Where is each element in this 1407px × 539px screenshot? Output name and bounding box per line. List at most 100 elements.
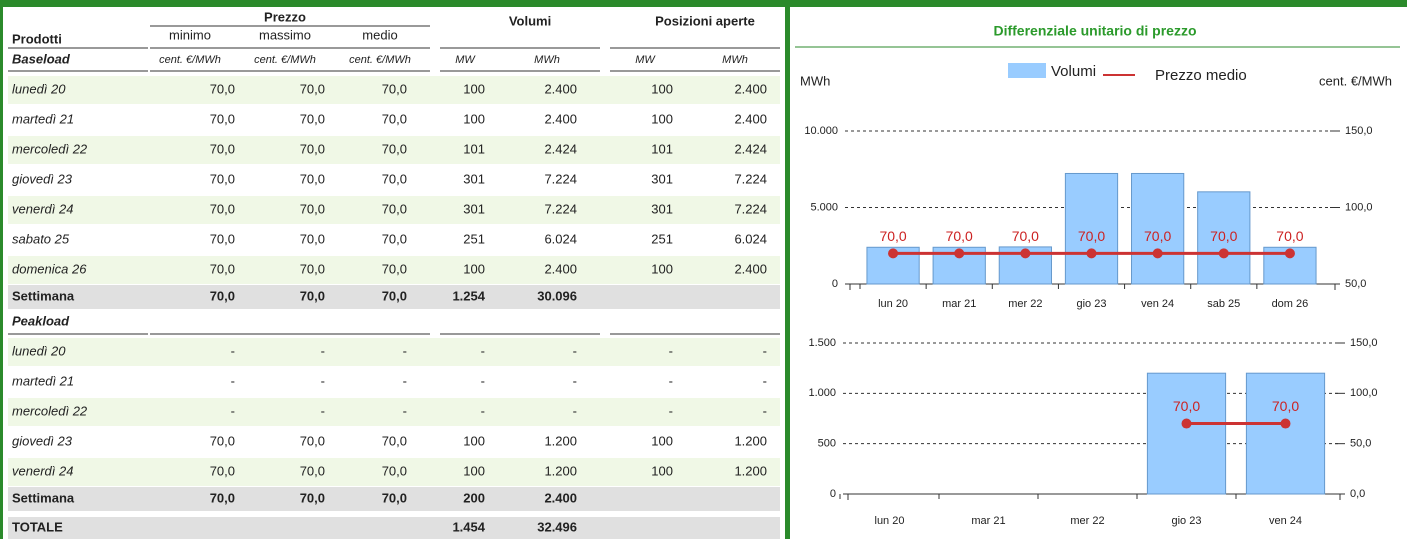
x-tick-label: ven 24 — [1141, 298, 1174, 310]
y2-tick-label: 0,0 — [1350, 488, 1365, 500]
row-label: TOTALE — [12, 519, 63, 534]
cell: 100 — [651, 81, 673, 96]
cell: 7.224 — [734, 201, 767, 216]
x-tick-label: sab 25 — [1207, 298, 1240, 310]
point — [1218, 248, 1229, 259]
y2-tick-label: 50,0 — [1350, 438, 1371, 450]
x-tick-label: gio 23 — [1172, 515, 1202, 527]
cell: 70,0 — [300, 111, 325, 126]
y-tick-label: 10.000 — [804, 125, 838, 137]
cell: 2.400 — [734, 111, 767, 126]
row-bg — [8, 398, 780, 426]
cell: 1.200 — [544, 433, 577, 448]
bar — [1197, 191, 1251, 285]
point — [954, 248, 965, 259]
cell: 70,0 — [210, 463, 235, 478]
cell: 30.096 — [537, 288, 577, 303]
cell: 70,0 — [210, 231, 235, 246]
row-label: domenica 26 — [12, 261, 87, 276]
value-label: 70,0 — [1078, 228, 1105, 244]
cell: 70,0 — [210, 141, 235, 156]
row-bg — [8, 76, 780, 104]
cell: 70,0 — [210, 433, 235, 448]
cell: 101 — [463, 141, 485, 156]
divider — [785, 0, 790, 539]
row-label: Settimana — [12, 288, 75, 303]
x-tick-label: lun 20 — [878, 298, 908, 310]
cell: 1.254 — [452, 288, 485, 303]
point — [888, 248, 899, 259]
left-bar — [0, 0, 3, 539]
panel-title: Differenziale unitario di prezzo — [993, 23, 1196, 39]
point — [1086, 248, 1097, 259]
cell: 2.400 — [544, 81, 577, 96]
cell: 70,0 — [382, 490, 407, 505]
bar — [1064, 172, 1119, 285]
y-tick-label: 1.000 — [808, 387, 836, 399]
total-bg — [8, 517, 780, 539]
header: massimo — [259, 27, 311, 42]
cell: - — [403, 403, 407, 418]
cell: 301 — [463, 171, 485, 186]
row-label: sabato 25 — [12, 231, 70, 246]
header: Prodotti — [12, 31, 62, 46]
cell: - — [669, 403, 673, 418]
cell: 70,0 — [382, 141, 407, 156]
cell: 101 — [651, 141, 673, 156]
value-label: 70,0 — [1144, 228, 1171, 244]
cell: - — [481, 403, 485, 418]
cell: 70,0 — [300, 288, 325, 303]
cell: 251 — [651, 231, 673, 246]
cell: 100 — [651, 433, 673, 448]
cell: 1.454 — [452, 519, 485, 534]
cell: 70,0 — [300, 463, 325, 478]
value-label: 70,0 — [946, 228, 973, 244]
cell: 70,0 — [382, 111, 407, 126]
section-label: Baseload — [12, 51, 71, 66]
cell: 70,0 — [382, 201, 407, 216]
row-label: lunedì 20 — [12, 81, 66, 96]
cell: 301 — [651, 201, 673, 216]
row-label: giovedì 23 — [12, 171, 73, 186]
point — [1152, 248, 1163, 259]
cell: - — [321, 343, 325, 358]
y-tick-label: 500 — [818, 438, 836, 450]
cell: 70,0 — [300, 490, 325, 505]
cell: 70,0 — [382, 288, 407, 303]
cell: 301 — [463, 201, 485, 216]
point — [1284, 248, 1295, 259]
y2-tick-label: 100,0 — [1345, 201, 1373, 213]
y-tick-label: 0 — [832, 278, 838, 290]
cell: 1.200 — [544, 463, 577, 478]
cell: - — [669, 373, 673, 388]
row-label: venerdì 24 — [12, 201, 73, 216]
cell: 100 — [651, 463, 673, 478]
cell: 70,0 — [210, 288, 235, 303]
cell: - — [321, 373, 325, 388]
cell: 1.200 — [734, 463, 767, 478]
unit: MW — [635, 54, 656, 66]
cell: - — [573, 403, 577, 418]
row-bg — [8, 256, 780, 284]
x-tick-label: gio 23 — [1077, 298, 1107, 310]
cell: 6.024 — [544, 231, 577, 246]
row-bg — [8, 458, 780, 486]
y2-tick-label: 150,0 — [1350, 337, 1378, 349]
row-bg — [8, 196, 780, 224]
cell: 251 — [463, 231, 485, 246]
cell: 2.424 — [544, 141, 577, 156]
x-tick-label: mer 22 — [1008, 298, 1042, 310]
cell: 1.200 — [734, 433, 767, 448]
y2-axis-label: cent. €/MWh — [1319, 73, 1392, 88]
x-tick-label: lun 20 — [875, 515, 905, 527]
header: Posizioni aperte — [655, 13, 755, 28]
row-bg — [8, 338, 780, 366]
unit: cent. €/MWh — [254, 54, 316, 66]
total-bg — [8, 487, 780, 511]
cell: 70,0 — [382, 463, 407, 478]
row-label: giovedì 23 — [12, 433, 73, 448]
unit: cent. €/MWh — [349, 54, 411, 66]
y2-tick-label: 150,0 — [1345, 125, 1373, 137]
cell: 70,0 — [300, 201, 325, 216]
